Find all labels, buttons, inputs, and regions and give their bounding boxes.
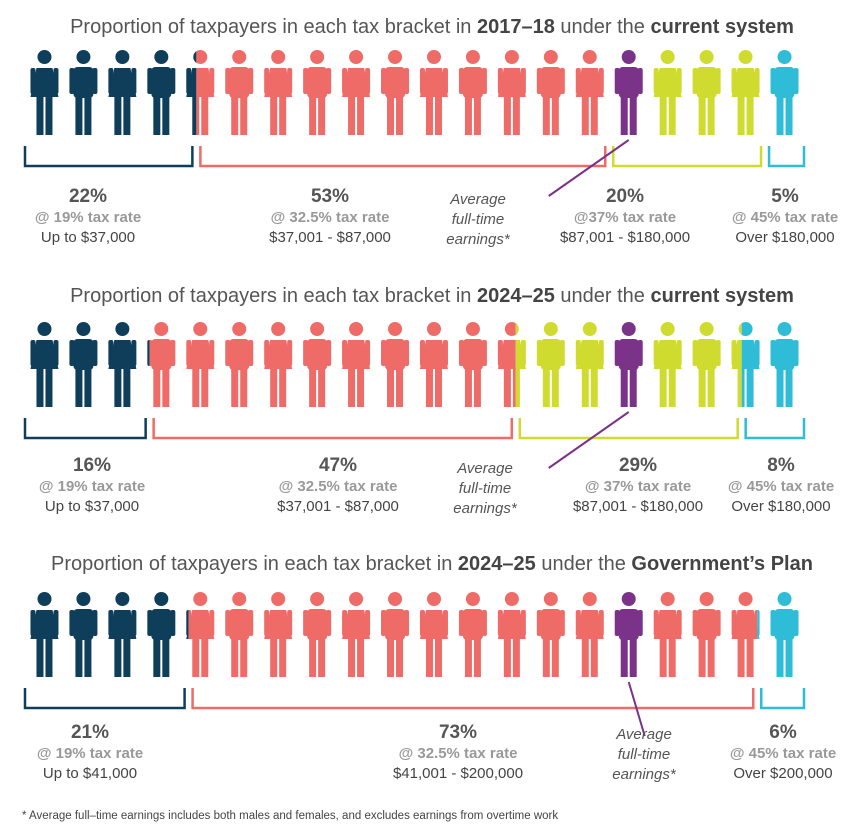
taxpayer-figure (575, 50, 604, 135)
bracket-line (23, 418, 147, 440)
bracket-label: 5% @ 45% tax rate Over $180,000 (731, 186, 839, 246)
taxpayer-figure (458, 592, 487, 677)
taxpayer-figure (536, 592, 565, 677)
bracket-line (23, 688, 186, 710)
taxpayer-figure (381, 322, 410, 407)
bracket-label: 47% @ 32.5% tax rate $37,001 - $87,000 (277, 455, 399, 515)
chart-title: Proportion of taxpayers in each tax brac… (51, 553, 813, 575)
bracket-label: 53% @ 32.5% tax rate $37,001 - $87,000 (269, 186, 391, 246)
taxpayer-figure (186, 50, 215, 135)
footnote: * Average full–time earnings includes bo… (22, 810, 559, 822)
bracket-line (191, 688, 755, 710)
average-earnings-label: Average full-time earnings* (446, 191, 510, 248)
bracket-line (760, 688, 806, 710)
taxpayer-figure (419, 322, 448, 407)
taxpayer-figure (692, 322, 721, 407)
bracket-line (518, 418, 739, 440)
average-pointer-line (548, 139, 630, 197)
taxpayer-figure (147, 50, 176, 135)
bracket-label: 20% @37% tax rate $87,001 - $180,000 (559, 186, 691, 246)
average-earner-figure (614, 322, 643, 407)
taxpayer-figure (225, 322, 254, 407)
pictograph-figures (23, 322, 806, 469)
taxpayer-figure (692, 592, 721, 677)
bracket-line (744, 418, 806, 440)
taxpayer-figure (497, 322, 526, 407)
chart-title: Proportion of taxpayers in each tax brac… (70, 285, 794, 307)
taxpayer-figure (419, 592, 448, 677)
bracket-line (767, 146, 806, 168)
pictograph-figures (23, 592, 806, 737)
taxpayer-figure (186, 322, 215, 407)
chart-title: Proportion of taxpayers in each tax brac… (70, 16, 794, 38)
taxpayer-figure (342, 322, 371, 407)
taxpayer-figure (381, 592, 410, 677)
taxpayer-figure (108, 50, 137, 135)
taxpayer-figure (458, 322, 487, 407)
bracket-label: 29% @ 37% tax rate $87,001 - $180,000 (572, 455, 704, 515)
taxpayer-figure (497, 592, 526, 677)
taxpayer-figure (381, 50, 410, 135)
taxpayer-figure (692, 50, 721, 135)
taxpayer-figure (303, 322, 332, 407)
taxpayer-figure (225, 592, 254, 677)
bracket-label: 6% @ 45% tax rate Over $200,000 (729, 722, 837, 782)
taxpayer-figure (225, 50, 254, 135)
bracket-label: 16% @ 19% tax rate Up to $37,000 (38, 455, 146, 515)
taxpayer-figure (575, 322, 604, 407)
taxpayer-figure (69, 592, 98, 677)
taxpayer-figure (731, 592, 760, 677)
pictograph-figures (23, 50, 806, 197)
taxpayer-figure (264, 322, 293, 407)
taxpayer-figure (536, 50, 565, 135)
taxpayer-figure (770, 592, 799, 677)
average-earnings-label: Average full-time earnings* (453, 460, 517, 517)
taxpayer-figure (30, 50, 59, 135)
taxpayer-figure (731, 322, 760, 407)
bracket-line (152, 418, 514, 440)
taxpayer-figure (69, 322, 98, 407)
taxpayer-figure (342, 592, 371, 677)
bracket-label: 21% @ 19% tax rate Up to $41,000 (36, 722, 144, 782)
taxpayer-figure (108, 592, 137, 677)
taxpayer-figure (264, 592, 293, 677)
taxpayer-figure (30, 322, 59, 407)
taxpayer-figure (303, 592, 332, 677)
taxpayer-figure (497, 50, 526, 135)
taxpayer-figure (770, 50, 799, 135)
average-earnings-label: Average full-time earnings* (612, 726, 676, 783)
taxpayer-figure (186, 592, 215, 677)
bracket-line (612, 146, 763, 168)
taxpayer-figure (303, 50, 332, 135)
taxpayer-figure (69, 50, 98, 135)
taxpayer-figure (536, 322, 565, 407)
taxpayer-figure (458, 50, 487, 135)
average-pointer-line (548, 411, 630, 469)
average-earner-figure (614, 50, 643, 135)
taxpayer-figure (575, 592, 604, 677)
bracket-label: 8% @ 45% tax rate Over $180,000 (727, 455, 835, 515)
taxpayer-figure (770, 322, 799, 407)
taxpayer-figure (653, 322, 682, 407)
average-earner-figure (614, 592, 643, 677)
taxpayer-figure (264, 50, 293, 135)
bracket-label: 73% @ 32.5% tax rate $41,001 - $200,000 (392, 722, 524, 782)
taxpayer-figure (731, 50, 760, 135)
taxpayer-figure (147, 592, 176, 677)
taxpayer-figure (342, 50, 371, 135)
bracket-label: 22% @ 19% tax rate Up to $37,000 (34, 186, 142, 246)
bracket-line (23, 146, 194, 168)
taxpayer-figure (147, 322, 176, 407)
taxpayer-figure (108, 322, 137, 407)
taxpayer-figure (419, 50, 448, 135)
taxpayer-figure (653, 592, 682, 677)
taxpayer-figure (653, 50, 682, 135)
average-pointer-line (627, 681, 646, 737)
taxpayer-figure (30, 592, 59, 677)
